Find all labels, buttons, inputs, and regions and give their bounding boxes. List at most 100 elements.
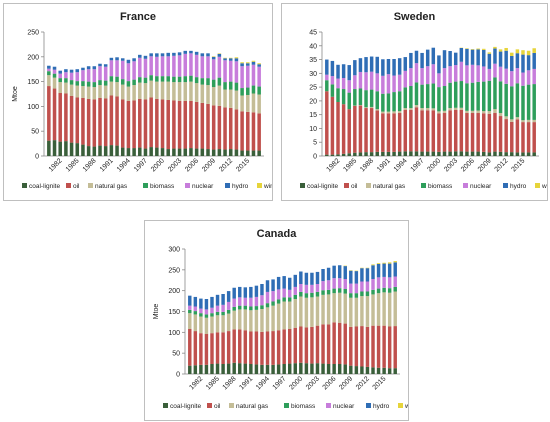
x-tick-label: 2012 [355, 375, 371, 391]
bar-wind-solar-2017 [257, 63, 261, 65]
legend-label: wind-solar [541, 183, 547, 190]
bar-hydro-1982 [336, 64, 340, 79]
bar-nuclear-2017 [257, 66, 261, 87]
bar-biomass-1994 [126, 81, 131, 87]
bar-hydro-1995 [132, 58, 136, 62]
bar-biomass-2010 [354, 293, 359, 298]
bar-hydro-1985 [353, 60, 357, 76]
bar-natural-gas-2006 [332, 293, 336, 323]
bar-natural-gas-1998 [149, 80, 153, 98]
bar-biomass-2005 [189, 75, 193, 82]
bar-coal-lignite-2000 [437, 151, 441, 156]
bar-natural-gas-1990 [243, 309, 248, 331]
bar-coal-lignite-1988 [92, 146, 97, 156]
bar-natural-gas-1998 [425, 108, 430, 111]
bar-coal-lignite-1994 [403, 151, 408, 156]
bar-nuclear-2002 [310, 284, 314, 293]
bar-oil-1985 [353, 105, 357, 153]
chart-title: Sweden [394, 11, 436, 23]
bar-hydro-1998 [149, 53, 153, 57]
bar-hydro-1992 [392, 59, 396, 76]
bar-natural-gas-2004 [459, 107, 464, 110]
bar-hydro-1989 [98, 63, 102, 67]
bar-hydro-2016 [387, 263, 392, 278]
legend-swatch-natural-gas [229, 403, 234, 408]
bar-natural-gas-1991 [386, 111, 391, 114]
bar-coal-lignite-1980 [188, 365, 192, 374]
y-tick-label: 0 [313, 154, 317, 161]
bar-natural-gas-2005 [189, 81, 193, 101]
bar-nuclear-1984 [347, 80, 351, 93]
x-tick-label: 1997 [272, 375, 288, 391]
bar-coal-lignite-2002 [310, 363, 314, 374]
bar-coal-lignite-1987 [86, 146, 91, 156]
bar-natural-gas-2014 [240, 95, 244, 112]
x-tick-label: 2012 [494, 157, 510, 173]
legend-swatch-oil [207, 403, 212, 408]
bar-natural-gas-1992 [392, 111, 396, 114]
bar-biomass-2010 [493, 77, 497, 110]
bar-natural-gas-1994 [126, 86, 131, 101]
bar-nuclear-1996 [414, 63, 419, 83]
bar-oil-2002 [448, 110, 452, 152]
bar-nuclear-2008 [482, 66, 486, 82]
bar-coal-lignite-2010 [354, 366, 359, 374]
legend-label: coal-lignite [170, 403, 201, 410]
bar-coal-lignite-1997 [282, 364, 286, 374]
bar-coal-lignite-1985 [353, 152, 357, 156]
bar-natural-gas-2016 [526, 119, 531, 123]
bar-natural-gas-2011 [360, 296, 364, 327]
bar-hydro-2012 [228, 58, 233, 61]
bar-natural-gas-2012 [365, 296, 370, 327]
legend-swatch-oil [344, 183, 349, 188]
bar-oil-1980 [325, 91, 329, 155]
bar-oil-2000 [437, 113, 441, 152]
bar-biomass-1996 [138, 77, 142, 83]
bar-hydro-1990 [243, 287, 248, 298]
bar-oil-1991 [386, 113, 391, 152]
bar-coal-lignite-2004 [459, 151, 464, 156]
bar-coal-lignite-2008 [343, 364, 347, 374]
chart-title: France [120, 11, 156, 23]
bar-biomass-1988 [369, 89, 374, 107]
y-tick-label: 40 [309, 43, 317, 50]
bar-biomass-2016 [251, 85, 256, 94]
y-tick-label: 0 [176, 372, 180, 379]
bar-coal-lignite-2017 [257, 150, 261, 156]
bar-coal-lignite-1991 [249, 364, 253, 374]
bar-biomass-1994 [265, 303, 270, 308]
bar-hydro-2006 [470, 49, 475, 65]
bar-biomass-1999 [293, 294, 297, 299]
bar-oil-1993 [260, 331, 264, 365]
bar-hydro-2002 [448, 51, 452, 67]
bar-oil-2013 [234, 109, 239, 150]
bar-nuclear-2007 [337, 278, 342, 289]
bar-hydro-1990 [103, 64, 108, 67]
bar-coal-lignite-1993 [260, 364, 264, 374]
chart-panel-canada: Canada Mtoe 0 50 100 150 200 250 300 1982 1985 1988… [144, 220, 409, 421]
bar-oil-1983 [341, 104, 346, 154]
bar-coal-lignite-2010 [217, 149, 222, 156]
bar-hydro-2009 [349, 270, 353, 284]
bar-nuclear-2007 [476, 65, 480, 82]
x-tick-label: 1985 [65, 157, 81, 173]
bar-coal-lignite-2008 [206, 149, 210, 156]
bar-hydro-1991 [109, 57, 114, 61]
bar-nuclear-1989 [238, 297, 242, 306]
bar-biomass-1986 [221, 311, 225, 316]
bar-natural-gas-2014 [376, 293, 381, 326]
bar-natural-gas-2001 [304, 297, 309, 328]
bar-natural-gas-1993 [260, 309, 264, 332]
bar-hydro-1985 [75, 69, 80, 73]
bar-nuclear-1980 [47, 68, 51, 72]
bar-hydro-2013 [371, 265, 375, 279]
bar-nuclear-1982 [58, 73, 62, 79]
x-tick-label: 1997 [133, 157, 149, 173]
bar-hydro-2008 [343, 266, 347, 279]
bar-biomass-1989 [375, 91, 379, 110]
bar-oil-2001 [166, 99, 170, 150]
bar-biomass-2003 [453, 81, 458, 108]
bar-natural-gas-2012 [504, 116, 508, 120]
bar-oil-1996 [414, 107, 419, 152]
